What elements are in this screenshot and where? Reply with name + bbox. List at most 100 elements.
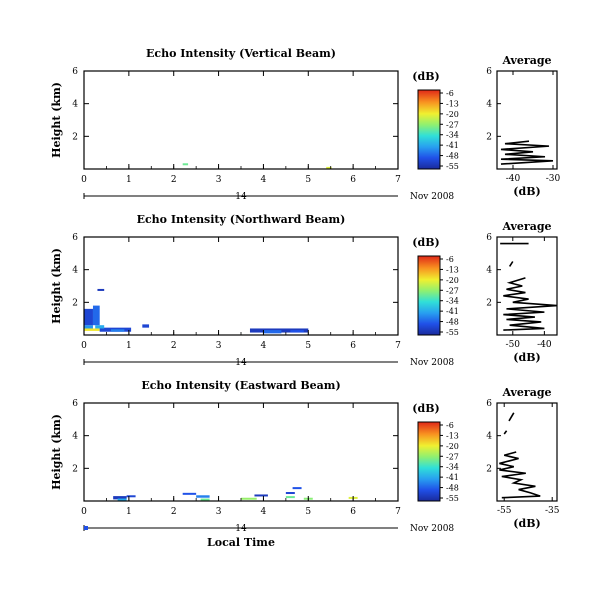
echo-cell: [117, 498, 127, 501]
y-tick-label: 6: [72, 233, 78, 243]
echo-cell: [142, 324, 150, 328]
colorbar: [417, 89, 441, 170]
average-title: Average: [501, 220, 551, 233]
x-tick-label: 1: [126, 175, 132, 185]
echo-cell: [326, 166, 332, 169]
echo-cell: [196, 495, 210, 498]
x-tick-label: 6: [350, 507, 356, 517]
date-axis-marker: [84, 526, 88, 530]
echo-cell: [241, 497, 257, 500]
date-month-label: Nov 2008: [410, 524, 454, 534]
colorbar-tick-label: -34: [446, 463, 459, 472]
x-tick-label: 3: [216, 341, 222, 351]
panel-title: Echo Intensity (Northward Beam): [137, 213, 346, 226]
plot-frame: [83, 236, 399, 336]
average-x-tick-label: -40: [537, 340, 552, 350]
colorbar-tick-label: -13: [446, 265, 459, 274]
colorbar-tick-label: -55: [446, 328, 459, 337]
plot-frame: [83, 70, 399, 170]
y-tick-label: 6: [72, 67, 78, 77]
average-y-tick-label: 2: [486, 464, 492, 474]
colorbar-tick-label: -6: [446, 421, 454, 430]
y-tick-label: 4: [72, 100, 78, 110]
average-x-axis-label: (dB): [513, 351, 540, 364]
colorbar-tick-label: -20: [446, 276, 459, 285]
x-tick-label: 1: [126, 341, 132, 351]
average-x-tick-label: -50: [506, 340, 521, 350]
average-y-tick-label: 2: [486, 132, 492, 142]
average-y-tick-label: 6: [486, 399, 492, 409]
average-profile-segment: [508, 412, 515, 422]
colorbar-tick-label: -27: [446, 452, 459, 461]
x-tick-label: 0: [81, 175, 87, 185]
panel-title: Echo Intensity (Eastward Beam): [141, 379, 340, 392]
colorbar-tick-label: -20: [446, 442, 459, 451]
x-tick-label: 4: [261, 507, 267, 517]
echo-cell: [92, 305, 100, 326]
colorbar: [417, 255, 441, 336]
x-tick-label: 5: [305, 175, 311, 185]
date-day-label: 14: [235, 524, 247, 534]
x-tick-label: 5: [305, 341, 311, 351]
x-tick-label: 0: [81, 341, 87, 351]
average-x-tick-label: -55: [497, 506, 512, 516]
echo-cell: [110, 329, 125, 332]
echo-cell: [84, 325, 93, 331]
colorbar-title: (dB): [412, 70, 439, 83]
colorbar-tick-label: -34: [446, 297, 459, 306]
x-tick-label: 6: [350, 341, 356, 351]
average-profile-line: [499, 451, 541, 499]
x-tick-label: 7: [395, 507, 401, 517]
echo-cell: [126, 495, 136, 498]
echo-cell: [285, 496, 295, 499]
echo-cell: [84, 328, 100, 331]
colorbar-tick-label: -13: [446, 99, 459, 108]
x-tick-label: 3: [216, 175, 222, 185]
colorbar-tick-label: -6: [446, 255, 454, 264]
panel-title: Echo Intensity (Vertical Beam): [146, 47, 336, 60]
colorbar-tick-label: -27: [446, 120, 459, 129]
echo-cell: [263, 330, 282, 334]
colorbar-title: (dB): [412, 402, 439, 415]
colorbar-tick-label: -6: [446, 89, 454, 98]
y-axis-label: Height (km): [50, 82, 63, 158]
echo-cell: [285, 492, 295, 495]
colorbar-tick-label: -55: [446, 494, 459, 503]
x-tick-label: 4: [261, 341, 267, 351]
echo-cell: [84, 308, 93, 326]
average-y-tick-label: 4: [486, 432, 492, 442]
y-axis-label: Height (km): [50, 248, 63, 324]
y-tick-label: 2: [72, 298, 78, 308]
echo-cell: [292, 487, 302, 490]
echo-cell: [290, 330, 304, 333]
echo-cell: [182, 163, 189, 166]
colorbar-title: (dB): [412, 236, 439, 249]
colorbar-tick-label: -48: [446, 484, 459, 493]
average-profile-segment: [508, 261, 514, 267]
echo-cell: [113, 496, 127, 500]
colorbar-tick-label: -41: [446, 473, 459, 482]
x-tick-label: 2: [171, 341, 177, 351]
echo-cell: [254, 494, 268, 497]
colorbar-tick-label: -55: [446, 162, 459, 171]
colorbar: [417, 421, 441, 502]
average-x-axis-label: (dB): [513, 517, 540, 530]
x-tick-label: 0: [81, 507, 87, 517]
average-profile-line: [500, 140, 554, 165]
colorbar-tick-label: -34: [446, 131, 459, 140]
echo-cell: [200, 498, 210, 501]
average-y-tick-label: 4: [486, 100, 492, 110]
average-profile-line: [503, 277, 558, 331]
average-title: Average: [501, 386, 551, 399]
y-axis-label: Height (km): [50, 414, 63, 490]
y-tick-label: 2: [72, 132, 78, 142]
y-tick-label: 4: [72, 432, 78, 442]
x-tick-label: 6: [350, 175, 356, 185]
plot-frame: [83, 402, 399, 502]
colorbar-tick-label: -27: [446, 286, 459, 295]
colorbar-tick-label: -20: [446, 110, 459, 119]
average-title: Average: [501, 54, 551, 67]
average-frame: [496, 70, 558, 170]
average-x-axis-label: (dB): [513, 185, 540, 198]
